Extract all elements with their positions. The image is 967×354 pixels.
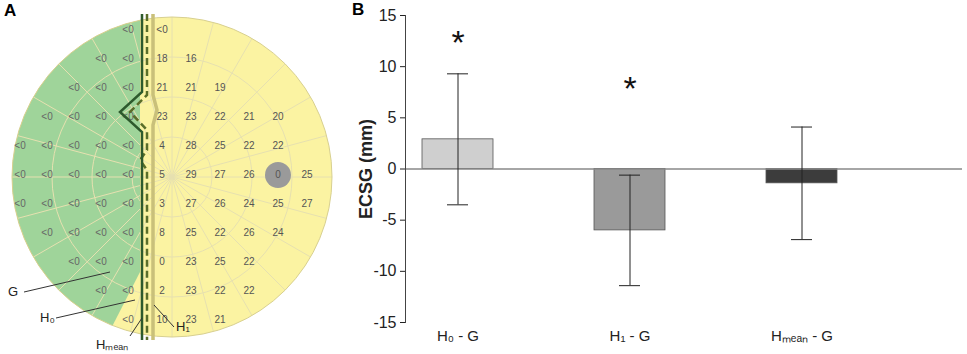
svg-text:22: 22 (214, 111, 226, 122)
svg-text:27: 27 (301, 198, 313, 209)
svg-text:<0: <0 (95, 82, 107, 93)
svg-text:25: 25 (301, 169, 313, 180)
svg-text:21: 21 (214, 314, 226, 325)
svg-text:<0: <0 (68, 227, 80, 238)
svg-text:22: 22 (243, 140, 255, 151)
svg-text:<0: <0 (14, 140, 26, 151)
svg-text:26: 26 (243, 227, 255, 238)
svg-text:28: 28 (185, 140, 197, 151)
svg-text:25: 25 (214, 256, 226, 267)
svg-text:25: 25 (214, 140, 226, 151)
svg-text:15: 15 (379, 7, 397, 24)
svg-text:23: 23 (185, 256, 197, 267)
svg-text:0: 0 (275, 169, 281, 180)
svg-text:H₀: H₀ (40, 310, 55, 325)
svg-text:<0: <0 (95, 140, 107, 151)
svg-text:25: 25 (272, 198, 284, 209)
svg-text:<0: <0 (122, 314, 134, 325)
svg-text:Hₘₑₐₙ - G: Hₘₑₐₙ - G (771, 327, 833, 344)
svg-text:<0: <0 (122, 53, 134, 64)
svg-text:<0: <0 (41, 169, 53, 180)
svg-text:2: 2 (159, 285, 165, 296)
svg-text:<0: <0 (41, 227, 53, 238)
svg-text:21: 21 (243, 111, 255, 122)
svg-text:<0: <0 (41, 198, 53, 209)
svg-text:<0: <0 (122, 82, 134, 93)
svg-text:5: 5 (159, 169, 165, 180)
svg-text:20: 20 (272, 111, 284, 122)
svg-text:0: 0 (388, 160, 397, 177)
svg-text:21: 21 (156, 82, 168, 93)
svg-text:22: 22 (214, 227, 226, 238)
svg-text:24: 24 (272, 227, 284, 238)
html-text:B: B (352, 0, 365, 19)
svg-text:<0: <0 (122, 24, 134, 35)
svg-text:-5: -5 (382, 211, 396, 228)
svg-text:<0: <0 (122, 198, 134, 209)
svg-text:27: 27 (185, 198, 197, 209)
svg-text:<0: <0 (156, 24, 168, 35)
svg-text:<0: <0 (95, 285, 107, 296)
svg-text:<0: <0 (41, 111, 53, 122)
svg-text:<0: <0 (122, 110, 134, 122)
svg-text:18: 18 (156, 53, 168, 64)
svg-text:23: 23 (185, 111, 197, 122)
svg-text:23: 23 (185, 285, 197, 296)
svg-text:<0: <0 (95, 111, 107, 122)
svg-text:<0: <0 (14, 198, 26, 209)
svg-text:H₁: H₁ (176, 319, 190, 334)
svg-text:<0: <0 (95, 169, 107, 180)
svg-text:22: 22 (272, 140, 284, 151)
svg-text:19: 19 (214, 82, 226, 93)
svg-text:ECSG (mm): ECSG (mm) (356, 119, 376, 219)
svg-text:*: * (623, 69, 636, 107)
svg-text:<0: <0 (122, 140, 134, 151)
svg-text:H₁ - G: H₁ - G (610, 327, 651, 344)
svg-text:5: 5 (388, 109, 397, 126)
svg-text:<0: <0 (68, 111, 80, 122)
svg-text:21: 21 (185, 82, 197, 93)
svg-text:10: 10 (156, 313, 168, 325)
svg-text:<0: <0 (68, 169, 80, 180)
svg-text:27: 27 (214, 169, 226, 180)
svg-text:22: 22 (243, 285, 255, 296)
svg-text:-15: -15 (373, 314, 396, 331)
svg-text:<0: <0 (122, 285, 134, 296)
svg-text:<0: <0 (122, 169, 134, 180)
svg-text:16: 16 (185, 53, 197, 64)
svg-text:22: 22 (243, 256, 255, 267)
svg-text:25: 25 (185, 227, 197, 238)
svg-text:A: A (4, 1, 16, 20)
svg-text:8: 8 (159, 227, 165, 238)
svg-text:<0: <0 (95, 256, 107, 267)
svg-text:24: 24 (243, 198, 255, 209)
svg-text:3: 3 (159, 198, 165, 209)
svg-text:<0: <0 (95, 53, 107, 64)
svg-text:23: 23 (156, 110, 168, 122)
svg-text:<0: <0 (122, 256, 134, 267)
svg-text:<0: <0 (68, 82, 80, 93)
svg-text:*: * (451, 23, 464, 61)
svg-text:<0: <0 (95, 198, 107, 209)
svg-text:26: 26 (243, 169, 255, 180)
svg-text:29: 29 (185, 169, 197, 180)
svg-text:Hₘₑₐₙ: Hₘₑₐₙ (96, 337, 128, 352)
svg-text:0: 0 (159, 256, 165, 267)
svg-text:<0: <0 (68, 256, 80, 267)
svg-text:<0: <0 (41, 140, 53, 151)
svg-text:G: G (8, 284, 18, 299)
svg-text:<0: <0 (68, 140, 80, 151)
svg-text:<0: <0 (14, 169, 26, 180)
svg-text:23: 23 (185, 313, 197, 325)
svg-text:<0: <0 (68, 198, 80, 209)
svg-text:4: 4 (159, 140, 165, 151)
svg-text:<0: <0 (122, 227, 134, 238)
svg-text:H₀ - G: H₀ - G (437, 327, 479, 344)
svg-text:-10: -10 (373, 262, 396, 279)
svg-text:10: 10 (379, 58, 397, 75)
svg-text:<0: <0 (95, 227, 107, 238)
svg-text:26: 26 (214, 198, 226, 209)
svg-text:22: 22 (214, 285, 226, 296)
